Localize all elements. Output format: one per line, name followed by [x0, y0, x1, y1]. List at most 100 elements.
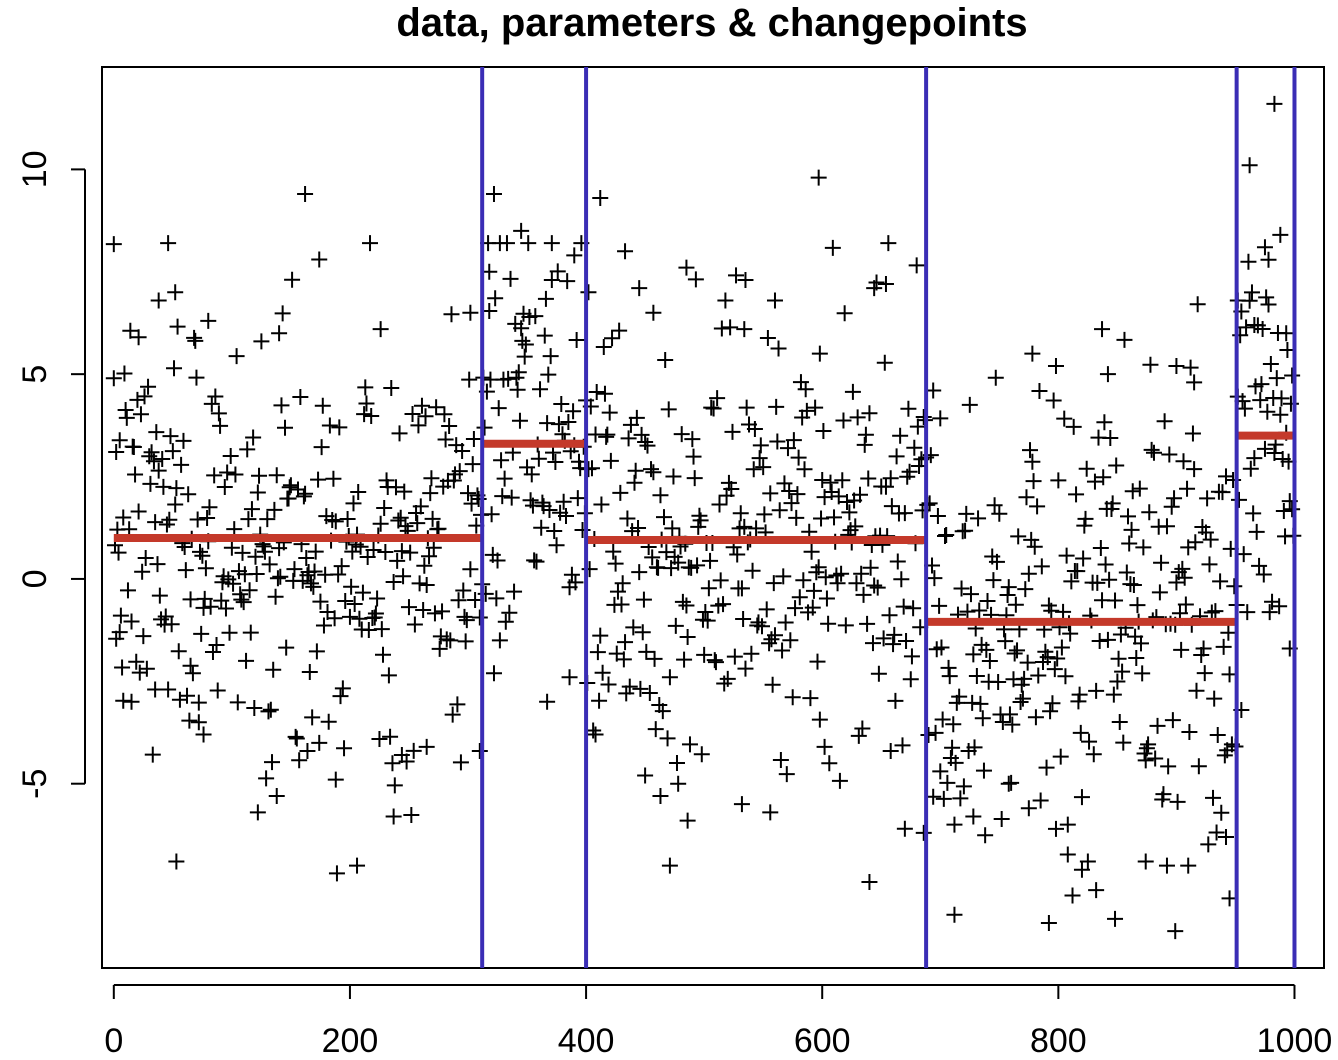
- data-point: [785, 432, 802, 449]
- data-point: [458, 612, 475, 629]
- data-point: [1088, 882, 1105, 899]
- data-point: [853, 565, 870, 582]
- data-point: [560, 414, 577, 431]
- data-point: [1208, 824, 1225, 841]
- data-point: [723, 480, 740, 497]
- data-point: [383, 379, 400, 396]
- data-point: [494, 488, 511, 505]
- data-point: [1179, 480, 1196, 497]
- data-point: [670, 554, 687, 571]
- data-point: [125, 439, 142, 456]
- data-point: [135, 628, 152, 645]
- data-point: [637, 767, 654, 784]
- data-point: [762, 804, 779, 821]
- data-point: [457, 633, 474, 650]
- data-point: [1187, 534, 1204, 551]
- data-point: [1085, 746, 1102, 763]
- data-point: [488, 590, 505, 607]
- data-point: [908, 257, 925, 274]
- data-point: [679, 629, 696, 646]
- data-point: [702, 552, 719, 569]
- data-point: [1258, 289, 1275, 306]
- data-point: [464, 456, 481, 473]
- data-point: [210, 405, 227, 422]
- data-point: [1260, 251, 1277, 268]
- data-point: [848, 575, 865, 592]
- data-point: [541, 501, 558, 518]
- data-point: [729, 546, 746, 563]
- data-point: [1140, 736, 1157, 753]
- data-point: [609, 583, 626, 600]
- data-point: [592, 627, 609, 644]
- data-point: [958, 505, 975, 522]
- data-point: [1241, 157, 1258, 174]
- data-point: [1218, 828, 1234, 845]
- data-point: [443, 306, 460, 323]
- data-point: [403, 807, 420, 824]
- data-point: [387, 479, 404, 496]
- data-point: [1142, 356, 1159, 373]
- data-point: [1275, 502, 1292, 519]
- data-point: [325, 470, 342, 487]
- axes: 0 200 400 600 800 1000 -5 0 5 10: [16, 150, 1332, 1060]
- data-point: [856, 436, 873, 453]
- data-point: [304, 709, 321, 726]
- data-point: [715, 596, 732, 613]
- data-point: [510, 364, 527, 381]
- data-point: [392, 509, 409, 526]
- data-point: [611, 322, 628, 339]
- data-point: [227, 466, 244, 483]
- data-point: [422, 485, 439, 502]
- data-point: [652, 787, 669, 804]
- data-point: [534, 494, 551, 511]
- data-point: [1019, 654, 1036, 671]
- data-point: [1053, 639, 1070, 656]
- data-point: [1177, 596, 1194, 613]
- data-point: [581, 561, 598, 578]
- data-point: [902, 671, 919, 688]
- data-point: [696, 646, 713, 663]
- data-point: [889, 553, 906, 570]
- data-point: [188, 369, 205, 386]
- data-point: [903, 648, 920, 665]
- data-point: [660, 401, 677, 418]
- data-point: [866, 577, 883, 594]
- data-point: [645, 304, 662, 321]
- data-point: [1182, 359, 1199, 376]
- data-point: [1209, 726, 1226, 743]
- data-point: [262, 701, 279, 718]
- data-point: [977, 827, 994, 844]
- data-point: [759, 329, 776, 346]
- data-point: [1245, 505, 1262, 522]
- data-point: [604, 330, 621, 347]
- data-point: [321, 417, 338, 434]
- data-point: [658, 544, 675, 561]
- data-point: [493, 452, 510, 469]
- data-point: [921, 495, 938, 512]
- data-point: [148, 424, 165, 441]
- data-point: [380, 667, 397, 684]
- data-point: [219, 464, 236, 481]
- data-point: [877, 478, 894, 495]
- data-point: [613, 596, 630, 613]
- data-point: [1174, 560, 1191, 577]
- data-point: [356, 406, 373, 423]
- data-point: [633, 426, 650, 443]
- data-point: [563, 566, 580, 583]
- data-point: [736, 321, 753, 338]
- data-point: [295, 488, 312, 505]
- data-point: [1128, 649, 1145, 666]
- data-point: [291, 752, 308, 769]
- data-point: [607, 555, 624, 572]
- data-point: [728, 267, 745, 284]
- data-point: [875, 630, 892, 647]
- data-point: [343, 578, 360, 595]
- data-point: [389, 552, 406, 569]
- data-point: [684, 431, 701, 448]
- data-point: [933, 639, 950, 656]
- data-point: [166, 360, 183, 377]
- data-point: [966, 739, 983, 756]
- data-point: [784, 689, 801, 706]
- data-point: [523, 466, 540, 483]
- data-point: [371, 730, 388, 747]
